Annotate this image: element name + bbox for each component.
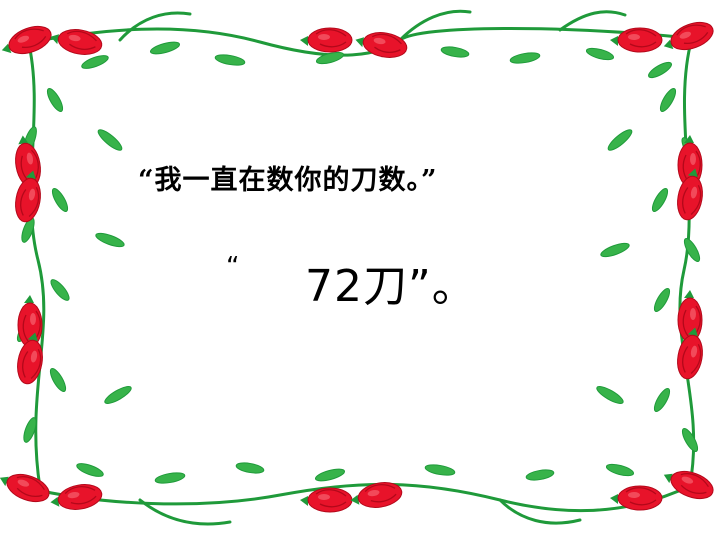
leaf (97, 129, 123, 151)
leaf (46, 88, 64, 112)
rose-flower (610, 485, 663, 511)
rose-flower (663, 21, 714, 51)
leaf (653, 388, 671, 412)
rose-flower (17, 332, 43, 385)
leaf (648, 61, 672, 79)
leaf (659, 88, 677, 112)
leaf (149, 41, 181, 55)
leaf (314, 468, 346, 482)
rose-flower (50, 29, 103, 55)
leaf (95, 232, 125, 248)
leaf (23, 417, 37, 443)
leaf (81, 55, 109, 69)
rose-flower (1, 25, 52, 55)
leaf (596, 386, 624, 404)
leaf (424, 464, 456, 476)
rose-flower (677, 327, 703, 380)
quote-open-mark: “ (226, 252, 240, 282)
leaf (76, 463, 104, 477)
leaf (651, 188, 669, 212)
vine-stem (398, 9, 472, 42)
leaf (315, 51, 345, 65)
leaf (683, 238, 701, 262)
vine-stem (678, 36, 696, 487)
rose-flower (355, 32, 408, 58)
leaf (525, 469, 555, 481)
leaf (154, 472, 186, 484)
rose-flower (0, 473, 50, 503)
leaf (605, 463, 635, 477)
rose-flower (15, 170, 41, 223)
rose-flower (300, 27, 353, 53)
rose-flower (50, 484, 103, 510)
vine-stem (558, 10, 627, 32)
quote-line-2: 72刀”。 (305, 261, 477, 312)
leaf (440, 46, 470, 58)
leaf (104, 386, 132, 404)
vine-stem (138, 498, 232, 526)
leaf (585, 47, 615, 61)
leaf (681, 428, 699, 452)
vine-stem (118, 11, 192, 42)
rose-flower (610, 27, 663, 53)
rose-flower (677, 168, 703, 221)
leaf (49, 368, 67, 392)
quote-line-1: “我一直在数你的刀数。” (138, 165, 438, 196)
leaf (607, 129, 633, 151)
leaf (51, 188, 69, 212)
leaf (235, 462, 265, 474)
leaf (214, 54, 246, 66)
leaf (509, 52, 541, 64)
leaf (653, 288, 671, 312)
leaf (600, 242, 630, 258)
vine-stem (28, 27, 692, 57)
rose-flower (663, 470, 714, 500)
rose-flower (350, 482, 403, 508)
vine-stem (498, 498, 582, 525)
vine-stem (26, 38, 46, 490)
leaf (50, 279, 70, 301)
